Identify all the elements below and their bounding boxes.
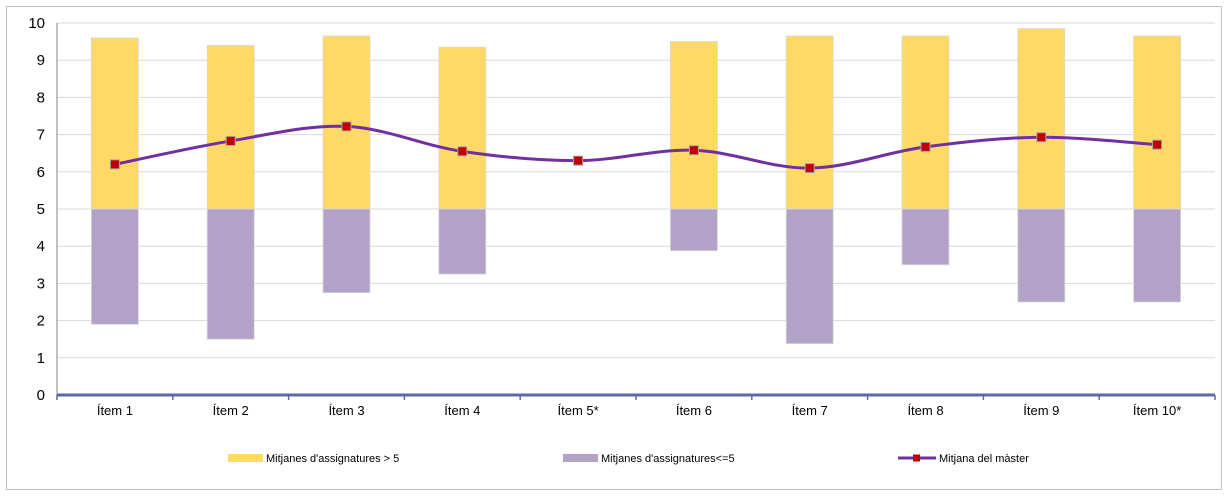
line-marker (1036, 132, 1047, 143)
x-tick-label: Ítem 4 (444, 403, 480, 418)
bar-lower (1017, 208, 1066, 303)
bar-upper (785, 35, 834, 210)
x-tick-label: Ítem 7 (792, 403, 828, 418)
y-tick-label: 6 (37, 164, 45, 181)
legend-label-line: Mitjana del màster (939, 453, 1029, 465)
bar-upper (670, 41, 718, 210)
y-tick-label: 9 (37, 52, 45, 69)
bar-lower (206, 208, 255, 340)
y-tick-label: 3 (37, 275, 45, 292)
legend-swatch-upper (228, 454, 263, 462)
x-tick-label: Ítem 8 (907, 403, 943, 418)
bar-lower (438, 208, 487, 275)
x-tick-label: Ítem 2 (213, 403, 249, 418)
bar-upper (901, 35, 950, 210)
x-tick-label: Ítem 5* (558, 403, 599, 418)
y-tick-label: 5 (37, 201, 45, 218)
x-tick-label: Ítem 10* (1133, 403, 1181, 418)
line-marker (1152, 139, 1163, 150)
legend-label-lower: Mitjanes d'assignatures<=5 (601, 453, 735, 465)
legend-label-upper: Mitjanes d'assignatures > 5 (266, 453, 399, 465)
y-tick-label: 10 (28, 15, 45, 32)
series-line-mitjana (114, 124, 1158, 170)
y-tick-label: 4 (37, 238, 45, 255)
legend-swatch-marker (913, 454, 920, 462)
x-tick-label: Ítem 3 (328, 403, 364, 418)
y-tick-label: 1 (37, 350, 45, 367)
line-marker (457, 146, 468, 157)
x-tick-label: Ítem 9 (1023, 403, 1059, 418)
line-marker (920, 141, 931, 152)
bar-upper (438, 46, 487, 210)
line-marker (109, 159, 120, 170)
y-tick-label: 7 (37, 127, 45, 144)
y-tick-label: 8 (37, 89, 45, 106)
line-marker (341, 121, 352, 132)
line-marker (225, 135, 236, 146)
bar-lower (670, 208, 718, 252)
bar-lower (91, 208, 139, 325)
bar-upper (1133, 35, 1181, 210)
line-marker (573, 155, 584, 166)
legend-swatch-lower (563, 454, 598, 462)
y-tick-label: 2 (37, 313, 45, 330)
bar-lower (901, 208, 950, 266)
bar-upper (206, 44, 255, 210)
line-marker (688, 145, 699, 156)
bar-lower (1133, 208, 1181, 303)
x-tick-label: Ítem 6 (676, 403, 712, 418)
bar-upper (91, 37, 139, 210)
bar-upper (1017, 28, 1066, 210)
bar-lower (785, 208, 834, 345)
y-tick-label: 0 (37, 387, 45, 404)
x-tick-label: Ítem 1 (97, 403, 133, 418)
bar-lower (322, 208, 371, 294)
line-marker (804, 163, 815, 174)
